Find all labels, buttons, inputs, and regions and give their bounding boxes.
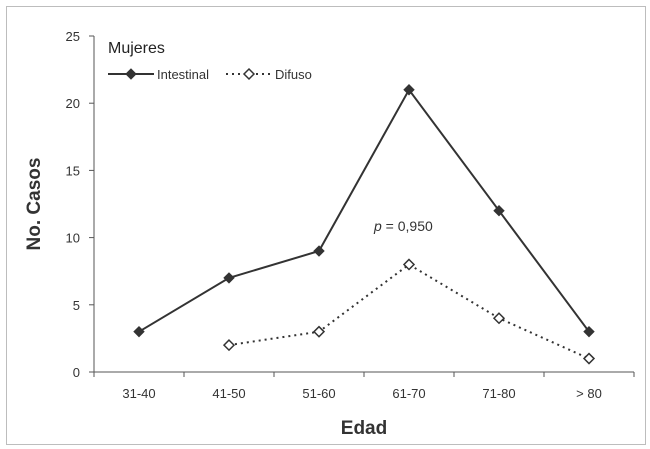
data-point-intestinal — [583, 325, 595, 338]
legend: Mujeres Intestinal Difuso — [108, 40, 312, 82]
data-point-intestinal — [313, 245, 325, 257]
y-tick-label: 15 — [66, 163, 80, 178]
p-value-annotation: p = 0,950 — [373, 218, 433, 234]
data-point-difuso — [312, 325, 326, 338]
legend-title: Mujeres — [108, 40, 165, 57]
series-line-intestinal — [138, 87, 590, 333]
data-point-intestinal — [133, 325, 145, 338]
series-line-difuso — [228, 263, 590, 360]
y-tick-label: 10 — [66, 231, 80, 246]
x-tick-label: 71-80 — [482, 386, 515, 401]
y-tick-label: 5 — [73, 298, 80, 313]
y-axis-title: No. Casos — [24, 158, 45, 251]
legend-marker-intestinal — [125, 68, 137, 80]
y-tick-label: 20 — [66, 96, 80, 111]
legend-label-difuso: Difuso — [275, 67, 312, 82]
y-tick-label: 25 — [66, 29, 80, 44]
x-tick-label: > 80 — [576, 386, 602, 401]
legend-marker-difuso — [242, 67, 256, 81]
series-intestinal — [133, 84, 595, 338]
y-tick-label: 0 — [73, 365, 80, 380]
data-point-intestinal — [223, 272, 235, 284]
data-point-difuso — [492, 312, 506, 325]
y-ticks: 0 5 10 15 20 25 — [66, 29, 94, 380]
data-point-intestinal — [493, 205, 505, 217]
x-tick-label: 31-40 — [122, 386, 155, 401]
data-point-difuso — [402, 258, 416, 271]
x-tick-label: 61-70 — [392, 386, 425, 401]
x-axis-title: Edad — [341, 418, 387, 439]
legend-label-intestinal: Intestinal — [157, 67, 209, 82]
axes — [93, 36, 634, 373]
p-value-symbol: p — [373, 218, 382, 234]
data-point-difuso — [222, 339, 236, 352]
series-difuso — [222, 258, 596, 365]
data-point-intestinal — [403, 84, 415, 96]
p-value-text: = 0,950 — [382, 218, 433, 234]
data-point-difuso — [582, 352, 596, 365]
series-layer — [133, 84, 596, 365]
x-tick-label: 41-50 — [212, 386, 245, 401]
x-tick-label: 51-60 — [302, 386, 335, 401]
x-ticks: 31-40 41-50 51-60 61-70 71-80 > 80 — [93, 372, 635, 401]
